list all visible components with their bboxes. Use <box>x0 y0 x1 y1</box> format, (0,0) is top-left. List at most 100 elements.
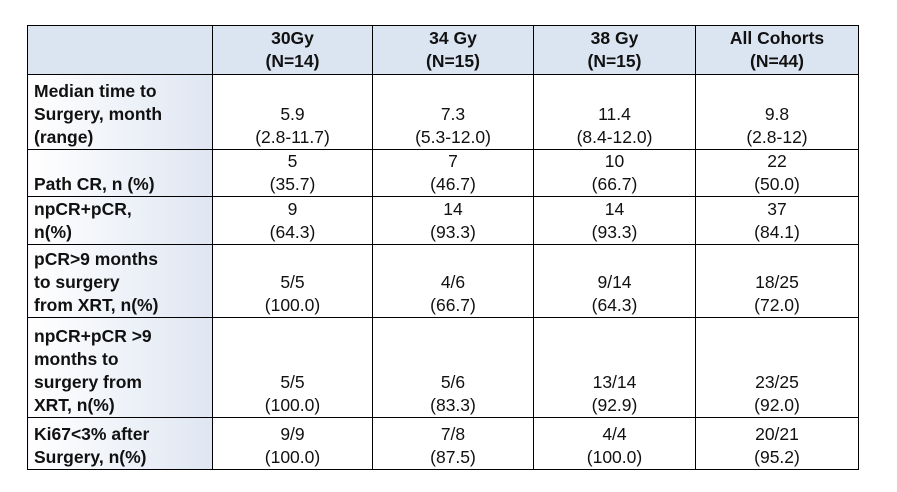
cell-line: 5/6 <box>440 372 466 392</box>
cell-line: n(%) <box>34 222 72 242</box>
table-body: Median time to Surgery, month (range) 5.9 (2… <box>27 74 859 470</box>
value-cell: 13/14 (92.9) <box>533 317 696 418</box>
value-cell: 9/9 (100.0) <box>212 417 373 470</box>
cell-line: Median time to <box>34 81 157 101</box>
cell-line: (35.7) <box>269 174 316 194</box>
cell-line: (84.1) <box>754 222 800 242</box>
value-cell: 4/4 (100.0) <box>533 417 696 470</box>
value-cell: 5 (35.7) <box>212 149 373 197</box>
cell-line: 14 <box>604 199 625 219</box>
cell-line: (range) <box>34 127 94 147</box>
cell-line: 20/21 <box>755 424 799 444</box>
cell-line: 30Gy <box>271 28 314 48</box>
cell-line: (72.0) <box>754 295 800 315</box>
value-cell: 9.8 (2.8-12) <box>695 74 859 150</box>
cell-line: 5/5 <box>280 272 305 292</box>
cell-line: (N=15) <box>587 51 642 71</box>
column-header: 34 Gy (N=15) <box>372 25 534 75</box>
value-cell: 5/5 (100.0) <box>212 317 373 418</box>
row-label: npCR+pCR >9 months to surgery from XRT, n(%… <box>27 317 213 418</box>
row-label: Path CR, n (%) <box>27 149 213 197</box>
cell-line: 9/14 <box>597 272 632 292</box>
value-cell: 7.3 (5.3-12.0) <box>372 74 534 150</box>
table-row: Ki67<3% after Surgery, n(%) 9/9 (100.0) 7/8 (… <box>27 417 859 470</box>
value-cell: 10 (66.7) <box>533 149 696 197</box>
row-label: Ki67<3% after Surgery, n(%) <box>27 417 213 470</box>
cell-line: (66.7) <box>591 174 638 194</box>
cell-line: 5/5 <box>280 372 305 392</box>
cell-line: 4/4 <box>602 424 627 444</box>
value-cell: 7/8 (87.5) <box>372 417 534 470</box>
cell-line: 22 <box>767 151 787 171</box>
cell-line: npCR+pCR >9 <box>34 326 152 346</box>
value-cell: 4/6 (66.7) <box>372 244 534 318</box>
cell-line: 5 <box>287 151 298 171</box>
cell-line: (93.3) <box>430 222 476 242</box>
cell-line: (100.0) <box>264 447 321 467</box>
value-cell: 20/21 (95.2) <box>695 417 859 470</box>
cell-line: 13/14 <box>592 372 637 392</box>
cell-line: (8.4-12.0) <box>576 127 653 147</box>
cell-line: (46.7) <box>430 174 476 194</box>
table-row: pCR>9 months to surgery from XRT, n(%) 5/5 (… <box>27 244 859 318</box>
cell-line: 38 Gy <box>590 28 639 48</box>
table-row: Median time to Surgery, month (range) 5.9 (2… <box>27 74 859 150</box>
cell-line: (93.3) <box>591 222 638 242</box>
column-header: 38 Gy (N=15) <box>533 25 696 75</box>
column-header: All Cohorts (N=44) <box>695 25 859 75</box>
cell-line: 9 <box>287 199 298 219</box>
cell-line: Surgery, n(%) <box>34 447 147 467</box>
cell-line: 23/25 <box>755 372 799 392</box>
value-cell: 14 (93.3) <box>372 196 534 245</box>
cell-line: (83.3) <box>430 395 476 415</box>
value-cell: 11.4 (8.4-12.0) <box>533 74 696 150</box>
row-label: pCR>9 months to surgery from XRT, n(%) <box>27 244 213 318</box>
table-row: Path CR, n (%) 5 (35.7) 7 (46.7) 10 (66.7) 22 (5… <box>27 149 859 197</box>
cell-line: npCR+pCR, <box>34 199 132 219</box>
value-cell: 5.9 (2.8-11.7) <box>212 74 373 150</box>
cell-line: (2.8-11.7) <box>255 127 330 147</box>
cell-line: (95.2) <box>754 447 800 467</box>
value-cell: 18/25 (72.0) <box>695 244 859 318</box>
value-cell: 23/25 (92.0) <box>695 317 859 418</box>
cell-line: (87.5) <box>430 447 476 467</box>
cell-line: (66.7) <box>430 295 476 315</box>
row-label: npCR+pCR, n(%) <box>27 196 213 245</box>
table-row: npCR+pCR >9 months to surgery from XRT, n(%… <box>27 317 859 418</box>
cell-line: 14 <box>443 199 463 219</box>
cell-line: Surgery, month <box>34 104 163 124</box>
cell-line: (5.3-12.0) <box>415 127 491 147</box>
cell-line: (50.0) <box>754 174 800 194</box>
cell-line: (92.9) <box>591 395 638 415</box>
cell-line: (N=14) <box>265 51 320 71</box>
value-cell: 5/6 (83.3) <box>372 317 534 418</box>
cell-line: 5.9 <box>280 104 305 124</box>
value-cell: 22 (50.0) <box>695 149 859 197</box>
cell-line: XRT, n(%) <box>34 395 115 415</box>
cell-line: (2.8-12) <box>746 127 808 147</box>
cell-line: to surgery <box>34 272 120 292</box>
cell-line: 37 <box>767 199 787 219</box>
cell-line: (100.0) <box>264 395 321 415</box>
cell-line: 7 <box>448 151 458 171</box>
cell-line: 7.3 <box>440 104 466 124</box>
cell-line: (100.0) <box>586 447 643 467</box>
cell-line: 7/8 <box>440 424 466 444</box>
cell-line: surgery from <box>34 372 142 392</box>
value-cell: 37 (84.1) <box>695 196 859 245</box>
cell-line: Path CR, n (%) <box>34 174 155 194</box>
corner-cell <box>27 25 213 75</box>
value-cell: 9 (64.3) <box>212 196 373 245</box>
cell-line: 11.4 <box>598 104 631 124</box>
cell-line: 9/9 <box>280 424 305 444</box>
cell-line: months to <box>34 349 119 369</box>
cell-line: 18/25 <box>755 272 799 292</box>
cell-line: (64.3) <box>591 295 638 315</box>
cell-line: pCR>9 months <box>34 249 158 269</box>
value-cell: 9/14 (64.3) <box>533 244 696 318</box>
header-row: 30Gy (N=14) 34 Gy (N=15) 38 Gy (N=15) All Coho… <box>27 25 859 75</box>
cell-line: All Cohorts <box>729 28 825 48</box>
cell-line: (100.0) <box>264 295 321 315</box>
cell-line: 34 Gy <box>429 28 477 48</box>
